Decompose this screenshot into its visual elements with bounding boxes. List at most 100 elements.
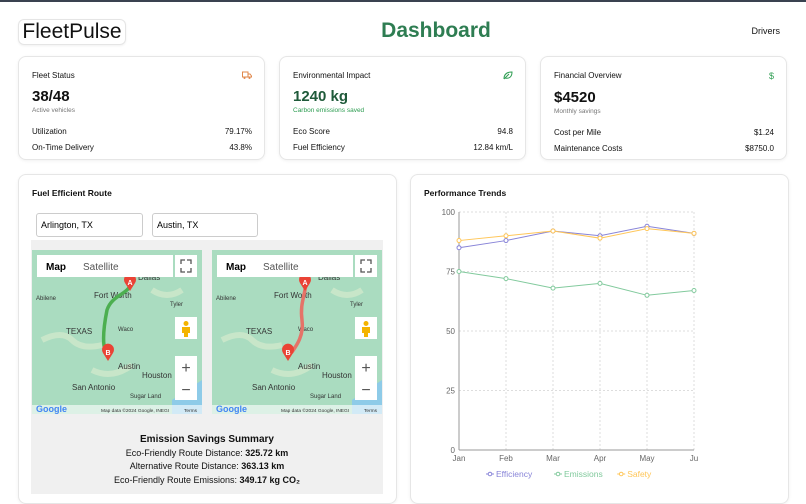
row-value: 12.84 km/L bbox=[473, 143, 513, 152]
performance-chart: 0 25 50 75 100 Jan Feb Mar Apr May Ju Efficiency Emi… bbox=[442, 208, 699, 479]
map-label-dallas: Dallas bbox=[138, 273, 160, 282]
series-line-emissions bbox=[458, 271, 695, 296]
map-tab[interactable]: Map bbox=[46, 262, 66, 273]
alternative-route-map[interactable]: Fort Worth Abilene Tyler Waco TEXAS San Anton… bbox=[212, 250, 382, 414]
map-marker-icon bbox=[299, 273, 311, 291]
zoom-control[interactable] bbox=[175, 356, 197, 400]
map-label-sugar_land: Sugar Land bbox=[310, 394, 341, 400]
truck-icon bbox=[242, 71, 252, 79]
zoom-in-button[interactable]: + bbox=[361, 360, 370, 377]
map-label-waco: Waco bbox=[118, 327, 134, 333]
data-point-emissions bbox=[550, 285, 556, 291]
data-point-efficiency bbox=[456, 245, 462, 251]
marker-label: B bbox=[285, 350, 290, 357]
marker-label: A bbox=[127, 280, 132, 287]
data-point-safety bbox=[456, 238, 462, 244]
row-label: Utilization bbox=[32, 127, 67, 136]
terms-link[interactable]: Terms bbox=[364, 408, 378, 414]
x-tick-label: Feb bbox=[499, 454, 513, 463]
series-line-efficiency bbox=[458, 225, 695, 249]
x-tick-label: May bbox=[639, 454, 654, 463]
nav-drivers-link[interactable]: Drivers bbox=[751, 26, 781, 36]
summary-line: Alternative Route Distance: 363.13 km bbox=[129, 461, 285, 471]
map-label-san_antonio: San Antonio bbox=[252, 383, 296, 392]
route-title: Fuel Efficient Route bbox=[32, 188, 112, 198]
data-point-efficiency bbox=[503, 238, 509, 244]
map-attribution: Map data ©2024 Google, INEGI bbox=[101, 407, 169, 414]
map-label-fort_worth: Fort Worth bbox=[274, 291, 312, 300]
map-attribution: Map data ©2024 Google, INEGI bbox=[281, 407, 349, 414]
legend-marker bbox=[487, 471, 493, 477]
google-logo: Google bbox=[216, 404, 247, 414]
map-label-austin: Austin bbox=[118, 362, 140, 371]
card-value: 1240 kg bbox=[293, 88, 349, 105]
card-title: Fleet Status bbox=[32, 71, 75, 80]
map-label-texas: TEXAS bbox=[246, 327, 272, 336]
y-tick-label: 0 bbox=[451, 446, 456, 455]
summary-title: Emission Savings Summary bbox=[140, 434, 274, 445]
pegman-icon bbox=[182, 321, 190, 337]
data-point-safety bbox=[597, 235, 603, 241]
map-label-houston: Houston bbox=[142, 371, 172, 380]
map-marker-icon bbox=[124, 273, 136, 291]
fullscreen-button[interactable] bbox=[355, 255, 377, 277]
map-label-sugar_land: Sugar Land bbox=[130, 394, 161, 400]
data-point-emissions bbox=[456, 269, 462, 274]
zoom-out-button[interactable]: − bbox=[361, 382, 370, 399]
fullscreen-icon bbox=[360, 259, 372, 273]
map-tab[interactable]: Map bbox=[226, 262, 246, 273]
eco-route-map[interactable]: Fort Worth Abilene Tyler Waco TEXAS San Anton… bbox=[32, 250, 202, 414]
card-value: $4520 bbox=[554, 89, 596, 106]
legend-emissions: Emissions bbox=[564, 469, 603, 479]
row-value: 94.8 bbox=[497, 127, 513, 136]
card-subtitle: Monthly savings bbox=[554, 108, 601, 115]
summary-line: Eco-Friendly Route Distance: 325.72 km bbox=[125, 447, 289, 458]
terrain bbox=[40, 287, 184, 377]
card-subtitle: Carbon emissions saved bbox=[293, 107, 365, 114]
x-tick-label: Ju bbox=[690, 454, 698, 463]
map-label-tyler: Tyler bbox=[350, 302, 363, 308]
data-point-safety bbox=[503, 233, 509, 239]
y-tick-label: 50 bbox=[446, 327, 455, 336]
map-marker-icon bbox=[282, 343, 294, 361]
app-logo[interactable]: FleetPulse bbox=[18, 19, 126, 45]
destination-input[interactable] bbox=[152, 213, 258, 237]
row-label: Maintenance Costs bbox=[554, 144, 623, 153]
fleet-status-card: Fleet Status 38/48 Active vehicles Utili… bbox=[18, 56, 265, 160]
pegman-icon bbox=[362, 321, 370, 337]
fullscreen-button[interactable] bbox=[175, 255, 197, 277]
financial-overview-card: Financial Overview $ $4520 Monthly savin… bbox=[540, 56, 787, 160]
row-label: Eco Score bbox=[293, 127, 330, 136]
y-tick-label: 75 bbox=[446, 268, 455, 277]
fullscreen-icon bbox=[180, 259, 192, 273]
zoom-in-button[interactable]: + bbox=[181, 360, 190, 377]
origin-input[interactable] bbox=[36, 213, 143, 237]
route-line bbox=[101, 282, 133, 352]
terms-link[interactable]: Terms bbox=[184, 408, 198, 414]
y-tick-label: 25 bbox=[446, 387, 455, 396]
series-line-safety bbox=[458, 228, 695, 242]
marker-label: B bbox=[105, 350, 110, 357]
card-value: 38/48 bbox=[32, 88, 70, 105]
page-title: Dashboard bbox=[381, 19, 491, 42]
data-point-safety bbox=[550, 228, 556, 234]
legend-safety: Safety bbox=[627, 469, 652, 479]
marker-label: A bbox=[302, 280, 307, 287]
x-tick-label: Apr bbox=[594, 454, 607, 463]
x-tick-label: Jan bbox=[453, 454, 466, 463]
row-value: 43.8% bbox=[229, 143, 252, 152]
data-point-emissions bbox=[503, 276, 509, 282]
zoom-out-button[interactable]: − bbox=[181, 382, 190, 399]
legend-efficiency: Efficiency bbox=[496, 469, 533, 479]
map-label-waco: Waco bbox=[298, 327, 314, 333]
data-point-emissions bbox=[597, 280, 603, 286]
satellite-tab[interactable]: Satellite bbox=[83, 262, 119, 273]
zoom-control[interactable] bbox=[355, 356, 377, 400]
map-label-houston: Houston bbox=[322, 371, 352, 380]
map-label-fort_worth: Fort Worth bbox=[94, 291, 132, 300]
map-type-control bbox=[217, 255, 353, 277]
map-label-tyler: Tyler bbox=[170, 302, 183, 308]
satellite-tab[interactable]: Satellite bbox=[263, 262, 299, 273]
data-point-emissions bbox=[644, 292, 650, 298]
y-tick-label: 100 bbox=[442, 208, 456, 217]
